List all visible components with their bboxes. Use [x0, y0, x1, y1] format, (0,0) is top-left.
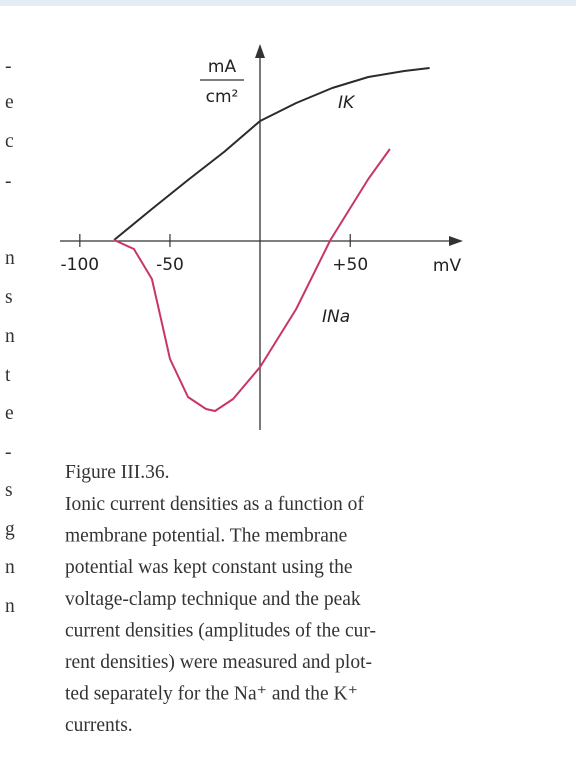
margin-fragment: n: [5, 596, 15, 617]
series-line: [113, 148, 391, 412]
y-axis-arrow: [255, 44, 265, 58]
margin-fragment: t: [5, 365, 11, 386]
series-label: IK: [338, 93, 356, 113]
x-tick-label: -50: [156, 255, 184, 275]
y-unit-numerator: mA: [208, 57, 237, 77]
caption-line: currents.: [65, 715, 133, 736]
x-tick-label: -100: [61, 255, 100, 275]
margin-fragment: c: [5, 131, 14, 152]
series-line: [113, 67, 430, 241]
scan-edge: [0, 0, 576, 6]
caption-line: voltage-clamp technique and the peak: [65, 589, 361, 610]
margin-fragment: g: [5, 519, 15, 540]
x-axis-label: mV: [433, 256, 462, 276]
caption-line: rent densities) were measured and plot-: [65, 652, 372, 673]
x-axis-arrow: [449, 236, 463, 246]
margin-fragment: -: [5, 56, 12, 77]
caption-line: membrane potential. The membrane: [65, 526, 347, 547]
margin-fragment: n: [5, 248, 15, 269]
caption-line: ted separately for the Na⁺ and the K⁺: [65, 684, 358, 705]
caption-line: Ionic current densities as a function of: [65, 494, 364, 515]
series-label: INa: [322, 307, 350, 327]
caption-label: Figure III.36.: [65, 462, 170, 483]
x-tick-label: +50: [332, 255, 368, 275]
margin-fragment: e: [5, 92, 14, 113]
caption-line: current densities (amplitudes of the cur…: [65, 620, 376, 641]
margin-fragment: e: [5, 403, 14, 424]
margin-fragment: s: [5, 480, 13, 501]
margin-fragment: n: [5, 557, 15, 578]
margin-fragment: -: [5, 442, 12, 463]
y-unit-denominator: cm²: [206, 87, 239, 107]
margin-fragment: s: [5, 287, 13, 308]
margin-fragment: n: [5, 326, 15, 347]
margin-fragment: -: [5, 171, 12, 192]
caption-line: potential was kept constant using the: [65, 557, 353, 578]
